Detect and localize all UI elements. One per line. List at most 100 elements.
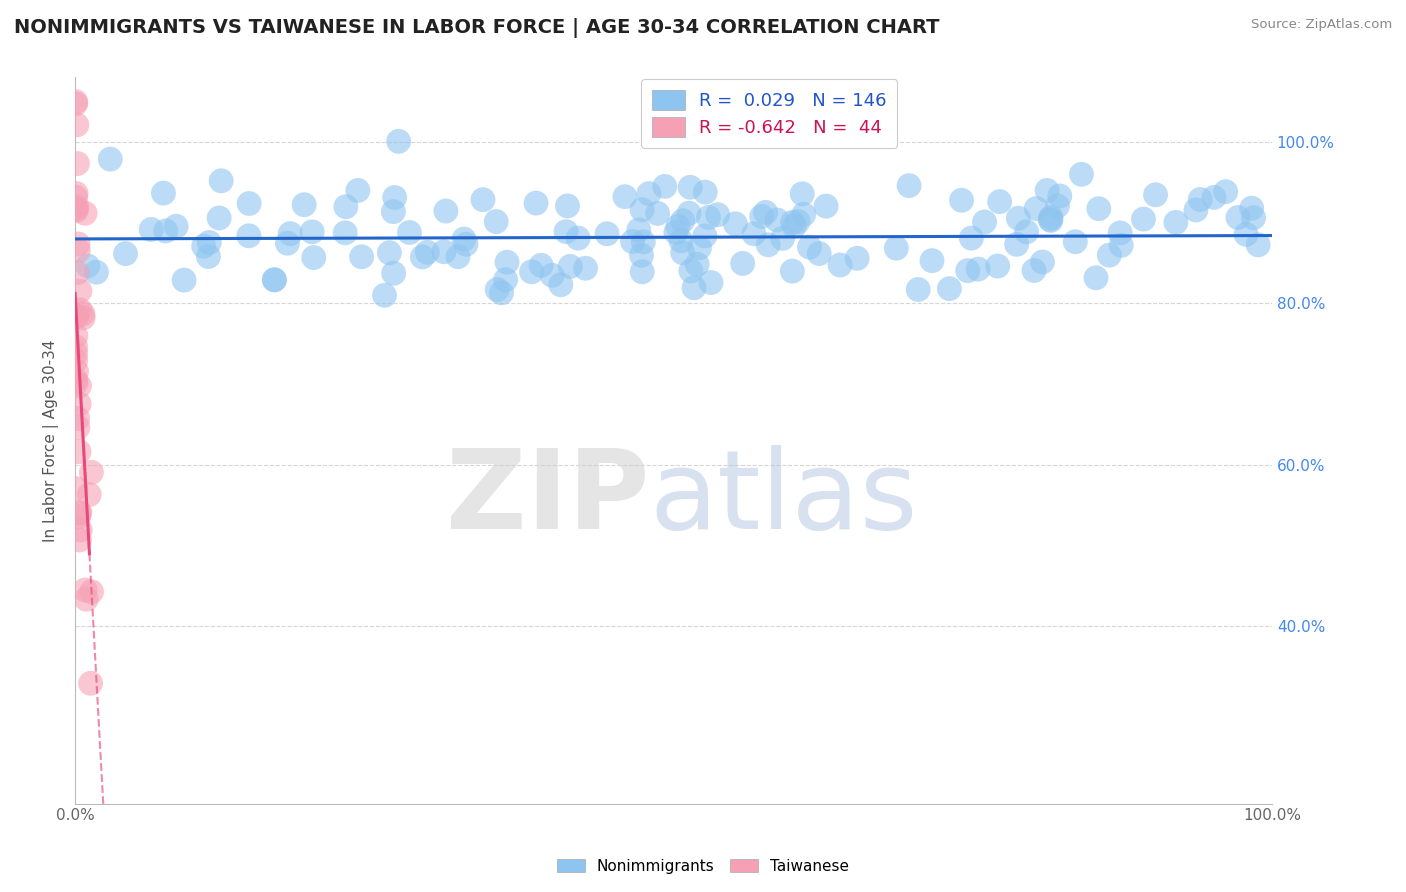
Point — [69, 533, 91, 547]
Text: ZIP: ZIP — [446, 445, 650, 552]
Point — [69, 506, 91, 520]
Point — [724, 217, 747, 231]
Point — [65, 353, 87, 368]
Point — [69, 523, 91, 537]
Point — [596, 227, 619, 241]
Point — [80, 584, 103, 599]
Point — [1226, 211, 1249, 225]
Point — [1022, 263, 1045, 277]
Legend: Nonimmigrants, Taiwanese: Nonimmigrants, Taiwanese — [551, 853, 855, 880]
Point — [263, 273, 285, 287]
Point — [1064, 235, 1087, 249]
Point — [67, 510, 90, 524]
Point — [238, 196, 260, 211]
Point — [755, 205, 778, 219]
Point — [898, 178, 921, 193]
Point — [1164, 215, 1187, 229]
Point — [347, 184, 370, 198]
Point — [173, 273, 195, 287]
Point — [65, 372, 87, 386]
Point — [65, 340, 87, 354]
Point — [67, 845, 90, 859]
Point — [67, 444, 90, 458]
Point — [1031, 255, 1053, 269]
Point — [1189, 193, 1212, 207]
Point — [557, 199, 579, 213]
Point — [679, 180, 702, 194]
Point — [67, 505, 90, 519]
Point — [98, 152, 121, 166]
Point — [75, 592, 97, 607]
Point — [541, 268, 564, 283]
Point — [65, 329, 87, 343]
Point — [988, 194, 1011, 209]
Point — [292, 198, 315, 212]
Point — [693, 228, 716, 243]
Point — [1039, 213, 1062, 227]
Point — [1240, 201, 1263, 215]
Point — [79, 676, 101, 690]
Point — [486, 283, 509, 297]
Point — [66, 118, 89, 132]
Point — [688, 241, 710, 255]
Point — [1007, 211, 1029, 226]
Point — [447, 250, 470, 264]
Point — [65, 376, 87, 390]
Point — [72, 310, 94, 325]
Text: Source: ZipAtlas.com: Source: ZipAtlas.com — [1251, 18, 1392, 31]
Point — [520, 265, 543, 279]
Point — [621, 235, 644, 249]
Point — [830, 258, 852, 272]
Point — [846, 252, 869, 266]
Point — [751, 210, 773, 224]
Point — [72, 307, 94, 321]
Point — [416, 245, 439, 260]
Point — [679, 264, 702, 278]
Point — [907, 283, 929, 297]
Point — [647, 206, 669, 220]
Point — [695, 185, 717, 199]
Point — [198, 235, 221, 250]
Point — [1005, 237, 1028, 252]
Point — [69, 302, 91, 317]
Point — [782, 264, 804, 278]
Point — [808, 246, 831, 260]
Point — [1039, 212, 1062, 227]
Point — [69, 379, 91, 393]
Point — [772, 231, 794, 245]
Point — [384, 190, 406, 204]
Point — [495, 273, 517, 287]
Point — [669, 234, 692, 248]
Point — [66, 420, 89, 434]
Point — [67, 244, 90, 258]
Point — [638, 186, 661, 201]
Point — [66, 310, 89, 324]
Point — [1070, 167, 1092, 181]
Point — [350, 250, 373, 264]
Point — [378, 245, 401, 260]
Point — [86, 265, 108, 279]
Point — [1049, 189, 1071, 203]
Point — [1046, 199, 1069, 213]
Point — [700, 276, 723, 290]
Point — [666, 219, 689, 234]
Point — [65, 202, 87, 216]
Point — [1040, 211, 1063, 225]
Point — [193, 239, 215, 253]
Point — [1132, 212, 1154, 227]
Point — [301, 225, 323, 239]
Point — [1109, 238, 1132, 252]
Point — [398, 226, 420, 240]
Point — [433, 244, 456, 259]
Point — [987, 259, 1010, 273]
Point — [672, 245, 695, 260]
Point — [208, 211, 231, 225]
Point — [631, 265, 654, 279]
Point — [276, 236, 298, 251]
Point — [1109, 226, 1132, 240]
Point — [278, 227, 301, 241]
Point — [66, 266, 89, 280]
Point — [263, 273, 285, 287]
Point — [613, 189, 636, 203]
Point — [1247, 238, 1270, 252]
